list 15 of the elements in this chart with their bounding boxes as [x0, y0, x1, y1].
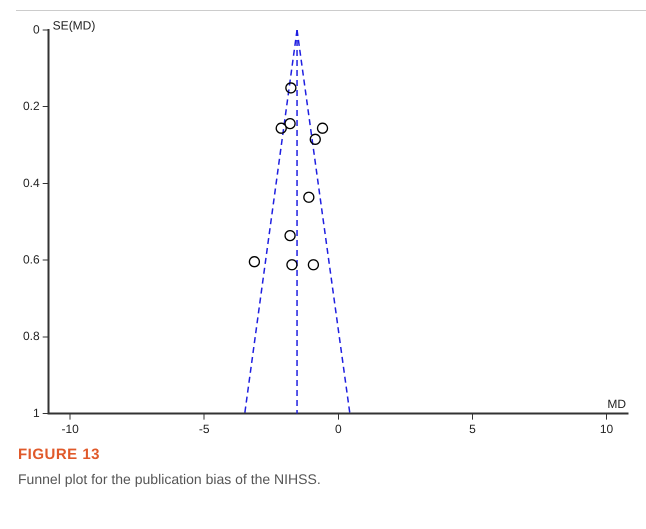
y-tick-label: 1 [32, 406, 40, 420]
y-tick-label: 0.4 [22, 176, 40, 190]
x-tick-label: 10 [600, 422, 614, 436]
y-tick-label: 0 [32, 22, 40, 36]
x-tick-label: -5 [198, 422, 210, 436]
y-axis-title: SE(MD) [52, 18, 96, 32]
x-axis-title: MD [607, 396, 626, 411]
caption: FIGURE 13 [18, 446, 102, 463]
x-tick-label: 5 [469, 422, 476, 436]
x-tick-label: -10 [61, 422, 80, 436]
text: Funnel plot for the publication bias of the NIHSS. [18, 471, 322, 487]
y-tick-label: 0.2 [22, 99, 40, 114]
x-tick-label: 0 [334, 422, 342, 436]
y-tick-label: 0.8 [22, 329, 40, 344]
y-tick-label: 0.6 [22, 252, 40, 266]
